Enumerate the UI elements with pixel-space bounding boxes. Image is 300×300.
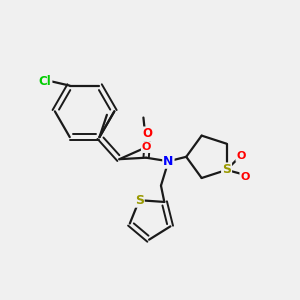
Text: N: N — [163, 155, 174, 168]
Text: O: O — [240, 172, 250, 182]
Text: O: O — [142, 128, 153, 140]
Text: O: O — [142, 142, 151, 152]
Text: S: S — [222, 164, 231, 176]
Text: Cl: Cl — [39, 75, 52, 88]
Text: O: O — [236, 151, 246, 161]
Text: S: S — [135, 194, 144, 207]
